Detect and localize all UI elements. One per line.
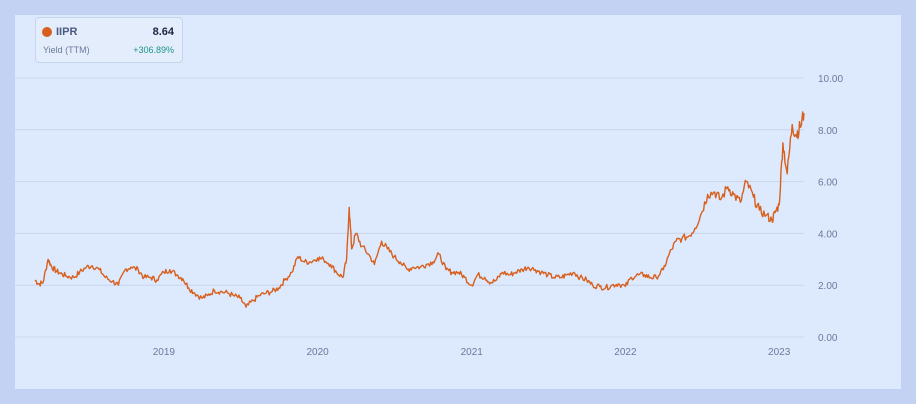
y-tick-label: 2.00 bbox=[818, 281, 838, 292]
x-tick-label: 2023 bbox=[768, 347, 791, 358]
y-tick-label: 4.00 bbox=[818, 229, 838, 240]
y-tick-label: 8.00 bbox=[818, 126, 838, 137]
y-tick-label: 10.00 bbox=[818, 74, 843, 85]
legend-box: IIPR 8.64 Yield (TTM) +306.89% bbox=[35, 17, 183, 63]
x-tick-label: 2020 bbox=[306, 347, 329, 358]
chart-panel: 0.00 2.00 4.00 6.00 8.00 10.00 2019 2020 2021 202… bbox=[15, 15, 901, 389]
y-tick-label: 6.00 bbox=[818, 178, 838, 189]
legend-change: +306.89% bbox=[133, 45, 174, 55]
legend-ticker: IIPR bbox=[56, 26, 78, 38]
x-tick-label: 2021 bbox=[461, 347, 484, 358]
y-tick-label: 0.00 bbox=[818, 333, 838, 344]
x-tick-label: 2022 bbox=[614, 347, 637, 358]
series-dot-icon bbox=[42, 27, 52, 37]
legend-metric: Yield (TTM) bbox=[43, 45, 90, 55]
chart-svg: 0.00 2.00 4.00 6.00 8.00 10.00 2019 2020 2021 202… bbox=[15, 74, 843, 358]
series-line-iipr bbox=[34, 111, 805, 308]
legend-value: 8.64 bbox=[152, 26, 174, 38]
x-tick-label: 2019 bbox=[153, 347, 176, 358]
